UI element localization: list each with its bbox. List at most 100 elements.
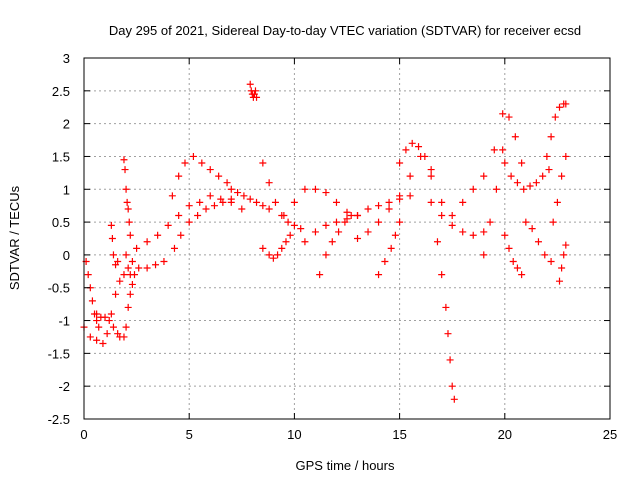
data-point-sat-x (518, 159, 526, 167)
data-point-sat-a (86, 333, 94, 341)
data-point-sat-d (109, 251, 117, 259)
data-point-sat-z (501, 231, 509, 239)
axis-ticks (83, 57, 611, 420)
data-point-sat-e (121, 166, 129, 174)
data-point-sat-p (332, 218, 340, 226)
data-point-sat-n (282, 238, 290, 246)
data-point-sat-c (101, 313, 109, 321)
data-point-sat-j (185, 218, 193, 226)
data-point-sat-o (343, 208, 351, 216)
data-point-sat-p (311, 228, 319, 236)
data-point-sat-y (501, 159, 509, 167)
data-point-sat-r (438, 198, 446, 206)
data-point-sat-g (122, 251, 130, 259)
data-point-sat-m (265, 179, 273, 187)
x-axis-label: GPS time / hours (296, 458, 395, 473)
data-point-sat-p (364, 205, 372, 213)
x-tick-label: 10 (287, 427, 301, 442)
data-point-sat-o (290, 198, 298, 206)
data-point-sat-aa (522, 218, 530, 226)
data-point-sat-u (433, 238, 441, 246)
data-point-sat-t (427, 166, 435, 174)
data-point-sat-q (328, 238, 336, 246)
data-point-sat-n (269, 254, 277, 262)
data-point-sat-ad (558, 264, 566, 272)
data-point-sat-r (385, 205, 393, 213)
data-point-sat-aa (528, 225, 536, 233)
data-point-sat-y (545, 166, 553, 174)
data-point-sat-a (99, 340, 107, 348)
data-point-sat-a (93, 336, 101, 344)
data-point-sat-v (459, 228, 467, 236)
data-point-sat-u (442, 303, 450, 311)
data-point-sat-j (177, 231, 185, 239)
data-point-sat-p (375, 202, 383, 210)
data-point-sat-s (375, 271, 383, 279)
data-point-sat-m (259, 159, 267, 167)
data-point-sat-h (143, 264, 151, 272)
data-point-sat-g (133, 244, 141, 252)
data-point-sat-k (259, 202, 267, 210)
plot-frame (83, 57, 611, 420)
data-point-sat-s (381, 257, 389, 265)
data-point-sat-i (223, 179, 231, 187)
y-tick-label: 1 (63, 182, 70, 197)
data-point-sat-v (469, 231, 477, 239)
data-point-sat-e (120, 156, 128, 164)
data-point-sat-o (280, 212, 288, 220)
data-point-sat-x (499, 146, 507, 154)
chart-title: Day 295 of 2021, Sidereal Day-to-day VTE… (109, 23, 581, 38)
data-point-sat-u (444, 330, 452, 338)
data-point-sat-a (112, 290, 120, 298)
data-point-sat-p (354, 212, 362, 220)
data-point-sat-f (128, 280, 136, 288)
data-point-sat-m (297, 225, 305, 233)
y-tick-labels: -2.5 -2 -1.5 -1 -0.5 0 0.5 1 1.5 2 2.5 3 (48, 51, 70, 427)
data-point-sat-aa (547, 257, 555, 265)
data-point-sat-b (95, 323, 103, 331)
data-point-sat-h (152, 261, 160, 269)
data-point-sat-y (539, 172, 547, 180)
data-point-sat-z (509, 257, 517, 265)
data-point-sat-u (438, 271, 446, 279)
data-point-sat-v (438, 212, 446, 220)
data-point-sat-n (274, 251, 282, 259)
data-point-sat-x (492, 185, 500, 193)
data-point-sat-a (120, 271, 128, 279)
data-point-sat-f (122, 323, 130, 331)
data-point-sat-ab (556, 103, 564, 111)
data-point-sat-j (210, 202, 218, 210)
data-point-sat-q (322, 251, 330, 259)
x-tick-label: 25 (603, 427, 617, 442)
data-point-sat-aa (534, 238, 542, 246)
data-point-sat-k (246, 195, 254, 203)
x-tick-label: 20 (498, 427, 512, 442)
data-point-sat-y (513, 179, 521, 187)
data-point-sat-w (480, 172, 488, 180)
data-point-sat-t (421, 152, 429, 160)
y-tick-label: 2.5 (52, 84, 70, 99)
data-point-sat-o (301, 185, 309, 193)
data-point-sat-t (402, 146, 410, 154)
data-point-sat-h (135, 264, 143, 272)
data-point-sat-h (160, 257, 168, 265)
data-point-sat-k (240, 192, 248, 200)
data-point-sat-i (168, 192, 176, 200)
data-point-sat-r (354, 235, 362, 242)
data-point-sat-r (406, 172, 414, 180)
data-point-sat-o (332, 198, 340, 206)
data-point-sat-j (202, 205, 210, 213)
data-point-sat-v (480, 228, 488, 236)
data-point-sat-m (284, 218, 292, 226)
data-point-sat-a (128, 257, 136, 265)
data-point-sat-h (126, 271, 134, 279)
data-point-sat-g (154, 231, 162, 239)
data-point-sat-c (105, 317, 113, 325)
data-point-sat-i (206, 166, 214, 174)
data-point-sat-w (469, 185, 477, 193)
data-point-sat-d (114, 257, 122, 265)
data-point-sat-m (290, 221, 298, 229)
data-point-sat-j (170, 244, 178, 252)
data-point-sat-u (448, 382, 456, 390)
data-point-sat-y (532, 179, 540, 187)
